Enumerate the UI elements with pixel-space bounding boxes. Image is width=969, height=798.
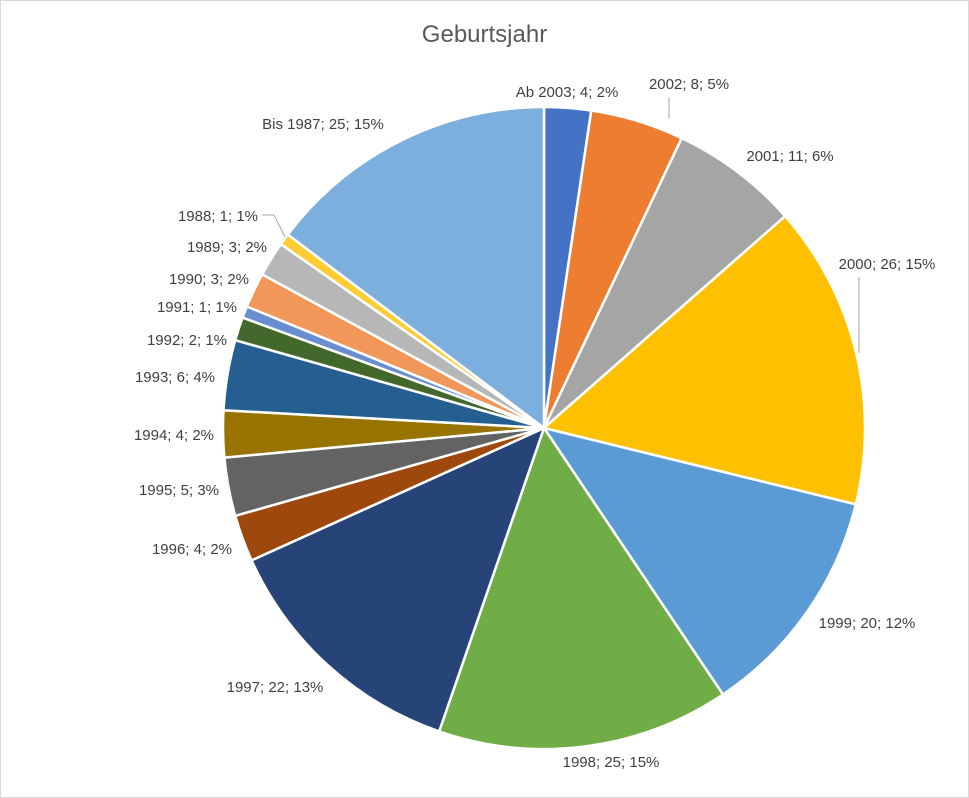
data-label: 1988; 1; 1%: [178, 208, 258, 225]
leader-lines: [262, 97, 860, 353]
data-label: 1997; 22; 13%: [227, 679, 324, 696]
data-label: 1994; 4; 2%: [134, 427, 214, 444]
data-label: 1993; 6; 4%: [135, 369, 215, 386]
data-label: 1992; 2; 1%: [147, 332, 227, 349]
chart-title: Geburtsjahr: [421, 21, 548, 48]
data-label: Ab 2003; 4; 2%: [516, 84, 619, 101]
data-label: 1991; 1; 1%: [157, 299, 237, 316]
data-label: 1999; 20; 12%: [819, 615, 916, 632]
pie-slice-2000: [542, 214, 867, 506]
data-labels: Ab 2003; 4; 2% 2002; 8; 5% 2001; 11; 6% 200…: [134, 76, 935, 771]
data-label: 1996; 4; 2%: [152, 541, 232, 558]
pie-slice-bis-1987: [286, 105, 546, 430]
data-label: 1995; 5; 3%: [139, 482, 219, 499]
pie-slice-2001: [542, 136, 787, 430]
data-label: 2000; 26; 15%: [839, 256, 936, 273]
data-label: 1989; 3; 2%: [187, 239, 267, 256]
leader-line: [262, 214, 286, 238]
data-label: Bis 1987; 25; 15%: [262, 116, 384, 133]
pie-slice-1998: [437, 426, 725, 751]
data-label: 2002; 8; 5%: [649, 76, 729, 93]
data-label: 2001; 11; 6%: [746, 148, 833, 165]
data-label: 1998; 25; 15%: [563, 754, 660, 771]
pie-slice-1999: [542, 426, 858, 696]
data-label: 1990; 3; 2%: [169, 271, 249, 288]
pie-slice-1997: [250, 426, 546, 733]
pie-slices: [221, 105, 867, 751]
